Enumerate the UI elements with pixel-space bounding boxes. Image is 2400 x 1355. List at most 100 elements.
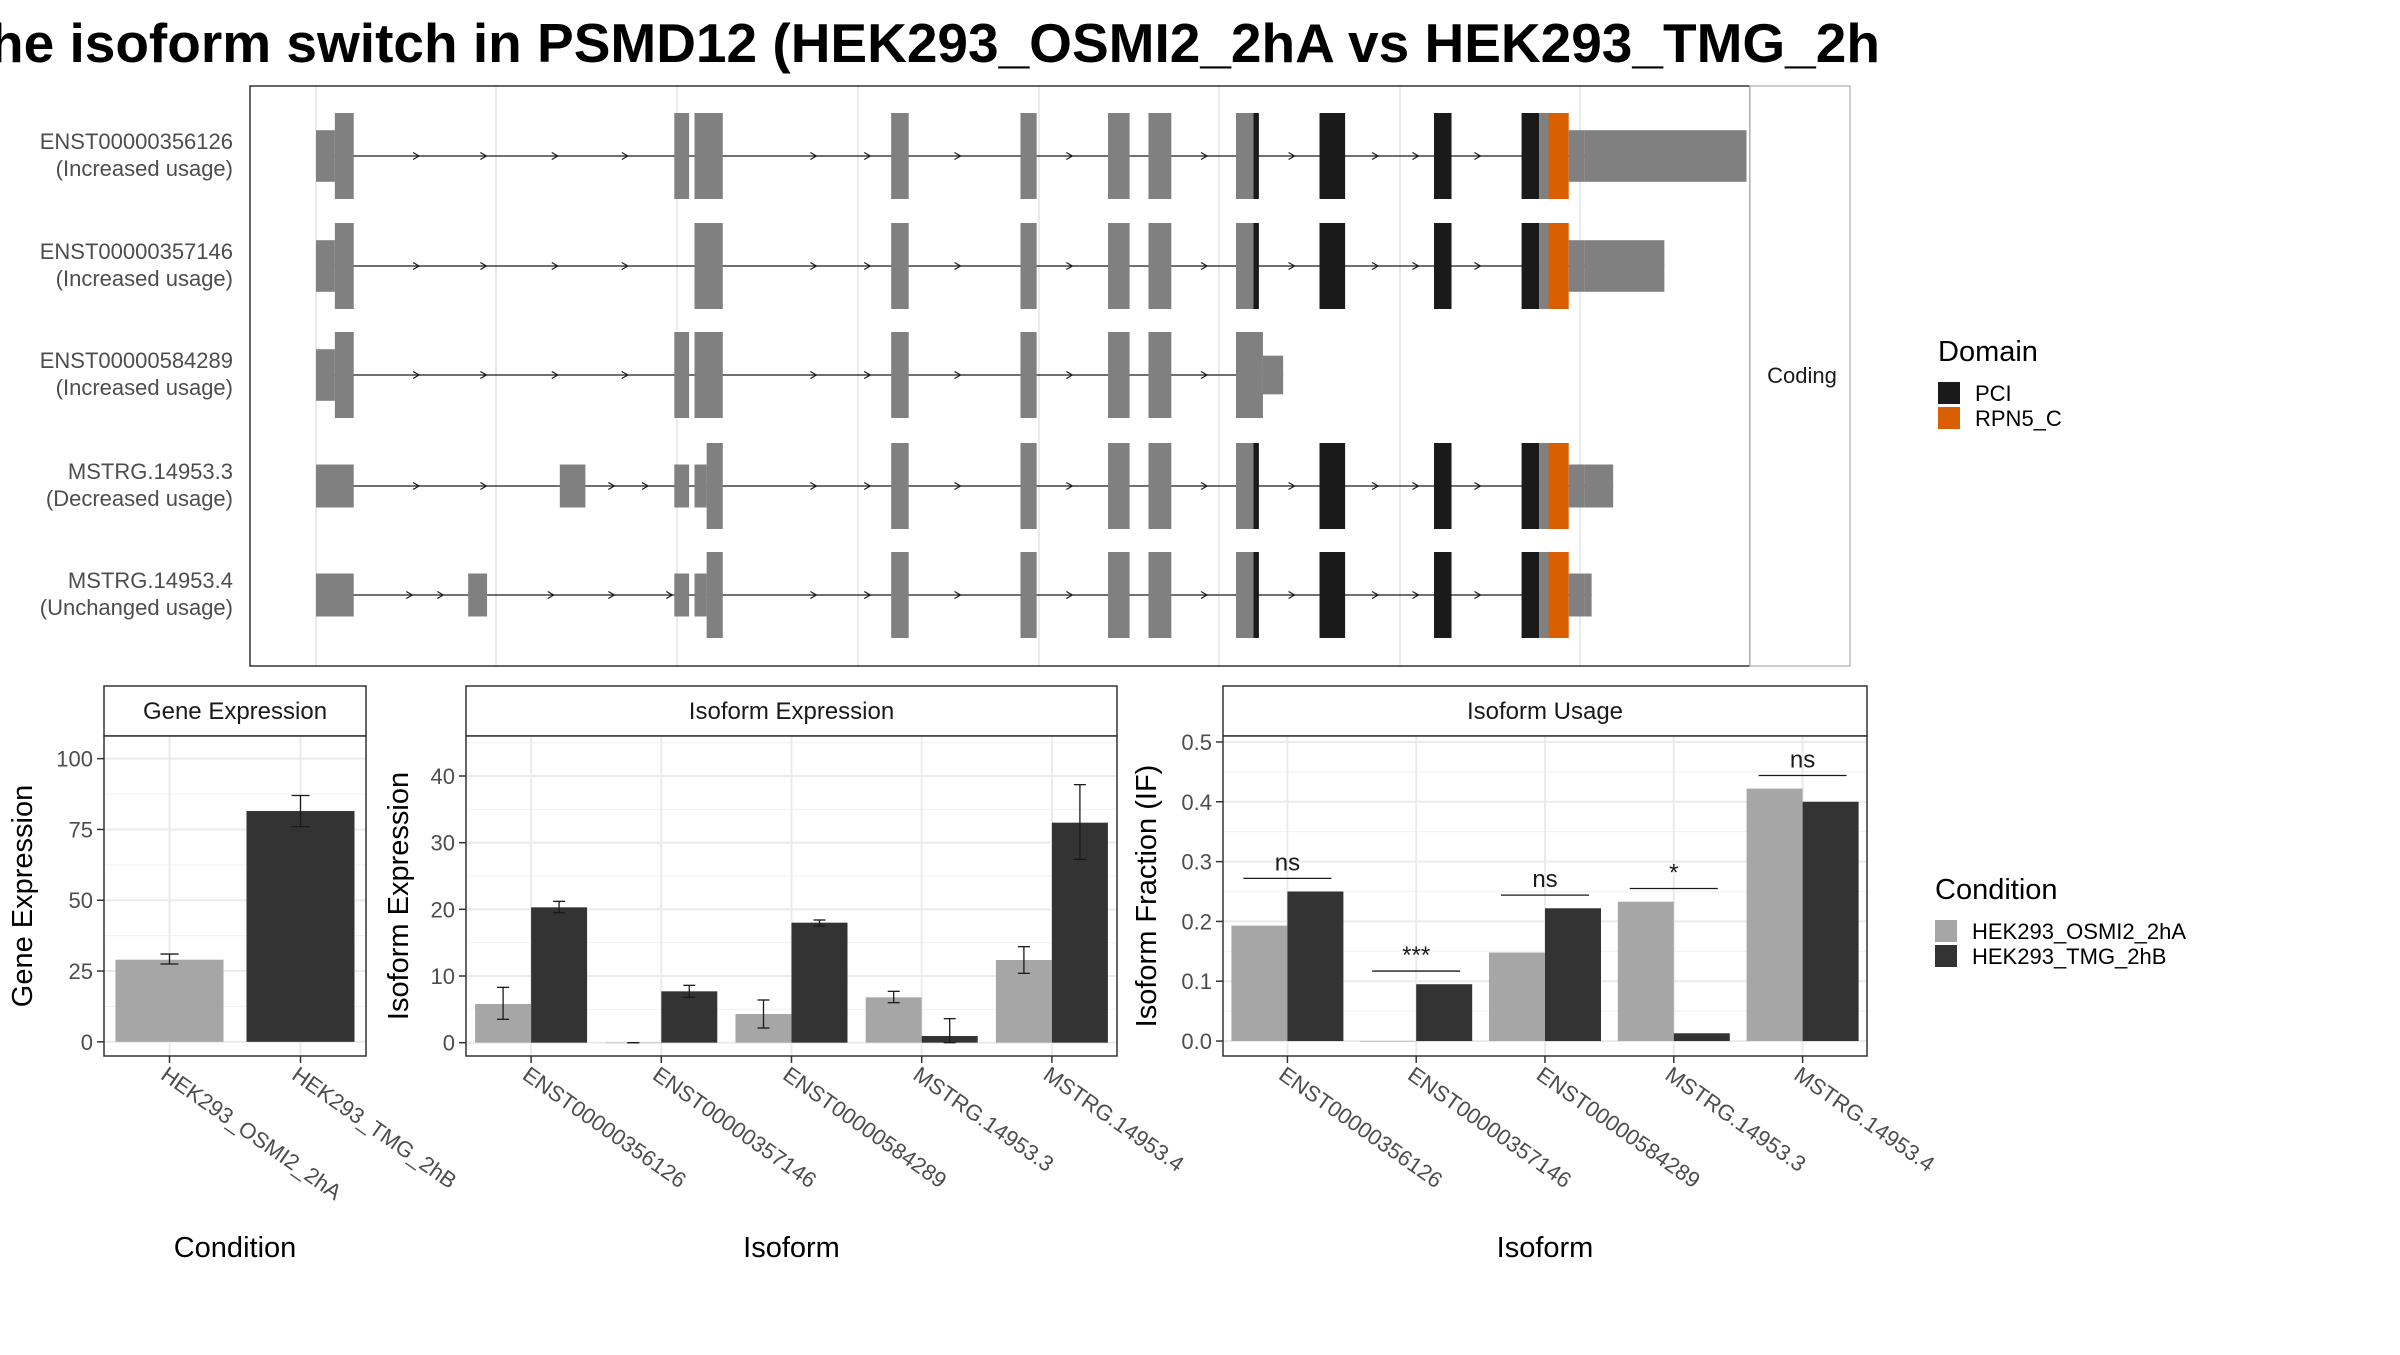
significance-label: ***	[1402, 942, 1430, 969]
isoform-label: MSTRG.14953.4	[68, 568, 233, 593]
exon	[1148, 552, 1172, 638]
significance-label: ns	[1532, 866, 1557, 893]
exon	[1584, 130, 1747, 182]
strand-arrow	[1066, 481, 1074, 491]
panel-strip	[103, 685, 367, 737]
domain-legend-title: Domain	[1938, 336, 2038, 368]
exon	[891, 552, 909, 638]
strand-arrow	[412, 261, 421, 271]
strand-arrow	[1288, 261, 1296, 271]
exon	[1108, 443, 1130, 529]
strand-arrow	[665, 590, 674, 600]
exon	[1584, 573, 1592, 617]
strand-arrow	[480, 481, 488, 491]
strand-arrow	[608, 481, 616, 491]
bar	[1489, 952, 1545, 1042]
panel-title: Gene Expression	[143, 698, 327, 725]
domain-pci	[1434, 552, 1452, 638]
strand-arrow	[1412, 151, 1420, 161]
strand-arrow	[1200, 151, 1209, 161]
strand-arrow	[412, 151, 421, 161]
exon	[1020, 332, 1037, 418]
exon	[1148, 332, 1172, 418]
significance-label: ns	[1275, 849, 1300, 876]
isoform-usage-label: (Increased usage)	[56, 266, 233, 291]
exon	[674, 113, 690, 199]
strand-arrow	[863, 590, 872, 600]
exon	[1539, 552, 1549, 638]
domain-pci	[1319, 443, 1346, 529]
strand-arrow	[621, 151, 630, 161]
facet-label: Coding	[1767, 363, 1837, 388]
bar	[791, 922, 848, 1043]
isoform-expression-chart: Isoform Expression010203040ENST000003561…	[383, 685, 1189, 1264]
isoform-usage-label: (Increased usage)	[56, 375, 233, 400]
domain-pci	[1521, 443, 1540, 529]
legend-swatch	[1938, 382, 1960, 404]
exon	[1236, 223, 1254, 309]
x-axis-title: Isoform	[743, 1232, 840, 1264]
legend-label: RPN5_C	[1975, 406, 2062, 431]
y-tick-label: 30	[431, 831, 455, 856]
strand-arrow	[412, 370, 421, 380]
strand-arrow	[1288, 151, 1296, 161]
strand-arrow	[954, 481, 962, 491]
exon	[674, 464, 690, 508]
y-tick-label: 0.4	[1181, 790, 1212, 815]
domain-rpn5_c	[1548, 443, 1569, 529]
bar	[115, 959, 224, 1042]
bar	[1231, 925, 1288, 1042]
x-tick-label: MSTRG.14953.4	[1039, 1062, 1189, 1177]
exon	[468, 573, 488, 617]
panel-border	[103, 735, 367, 1057]
exon	[891, 332, 909, 418]
legend-label: HEK293_TMG_2hB	[1972, 944, 2166, 969]
exon	[891, 443, 909, 529]
exon	[334, 113, 354, 199]
strand-arrow	[480, 261, 488, 271]
exon	[694, 223, 723, 309]
y-tick-label: 40	[431, 764, 455, 789]
domain-pci	[1319, 223, 1346, 309]
strand-arrow	[547, 590, 555, 600]
x-axis-title: Condition	[174, 1232, 297, 1264]
exon	[1236, 332, 1263, 418]
strand-arrow	[863, 151, 872, 161]
bar	[1360, 1041, 1417, 1042]
exon	[1108, 552, 1130, 638]
exon	[1236, 552, 1254, 638]
bar	[661, 991, 718, 1043]
strand-arrow	[1288, 590, 1296, 600]
strand-arrow	[810, 370, 818, 380]
strand-arrow	[551, 261, 559, 271]
domain-rpn5_c	[1548, 113, 1569, 199]
exon	[1539, 113, 1549, 199]
domain-pci	[1319, 552, 1346, 638]
strand-arrow	[1066, 261, 1074, 271]
isoform-usage-label: (Increased usage)	[56, 156, 233, 181]
exon	[1148, 113, 1172, 199]
exon	[1568, 464, 1585, 508]
strand-arrow	[480, 370, 488, 380]
isoform-usage-label: (Unchanged usage)	[40, 595, 233, 620]
exon	[694, 464, 707, 508]
exon	[316, 130, 335, 182]
bar	[246, 811, 355, 1042]
strand-arrow	[1371, 590, 1380, 600]
exon	[1020, 443, 1037, 529]
strand-arrow	[954, 370, 962, 380]
exon	[694, 573, 707, 617]
strand-arrow	[1371, 261, 1380, 271]
y-tick-label: 0	[443, 1031, 455, 1056]
strand-arrow	[1288, 481, 1296, 491]
y-axis-title: Isoform Fraction (IF)	[1131, 765, 1163, 1028]
y-tick-label: 0.1	[1181, 969, 1212, 994]
strand-arrow	[412, 481, 421, 491]
domain-pci	[1253, 443, 1259, 529]
domain-pci	[1521, 223, 1540, 309]
exon	[1020, 552, 1037, 638]
strand-arrow	[1474, 590, 1482, 600]
